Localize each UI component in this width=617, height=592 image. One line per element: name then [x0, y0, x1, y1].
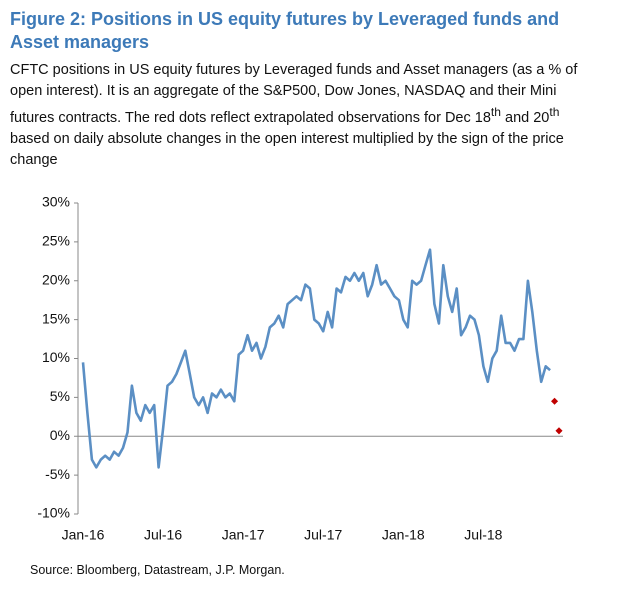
x-tick-label: Jan-16 [62, 527, 105, 543]
y-tick-label: 5% [50, 388, 70, 404]
x-tick-label: Jan-18 [382, 527, 425, 543]
x-tick-label: Jan-17 [222, 527, 265, 543]
extrapolated-dot [551, 397, 559, 405]
y-tick-label: 30% [42, 194, 70, 210]
subtitle-text: CFTC positions in US equity futures by L… [10, 62, 578, 126]
chart-subtitle: CFTC positions in US equity futures by L… [10, 60, 600, 171]
y-tick-label: 15% [42, 310, 70, 326]
subtitle-sup: th [549, 105, 560, 119]
x-tick-label: Jul-17 [304, 527, 342, 543]
y-tick-label: 10% [42, 349, 70, 365]
y-tick-label: 0% [50, 427, 70, 443]
series-line [81, 248, 551, 469]
y-tick-label: -10% [37, 505, 70, 521]
chart-title: Figure 2: Positions in US equity futures… [10, 9, 560, 52]
extrapolated-dot [555, 427, 563, 435]
subtitle-sup: th [490, 105, 501, 119]
subtitle-text: based on daily absolute changes in the o… [10, 130, 564, 168]
source-note: Source: Bloomberg, Datastream, J.P. Morg… [30, 563, 285, 577]
y-tick-label: -5% [45, 466, 70, 482]
x-tick-label: Jul-18 [464, 527, 502, 543]
subtitle-text: and 20 [500, 109, 550, 126]
y-tick-label: 25% [42, 233, 70, 249]
y-tick-label: 20% [42, 271, 70, 287]
x-tick-label: Jul-16 [144, 527, 182, 543]
